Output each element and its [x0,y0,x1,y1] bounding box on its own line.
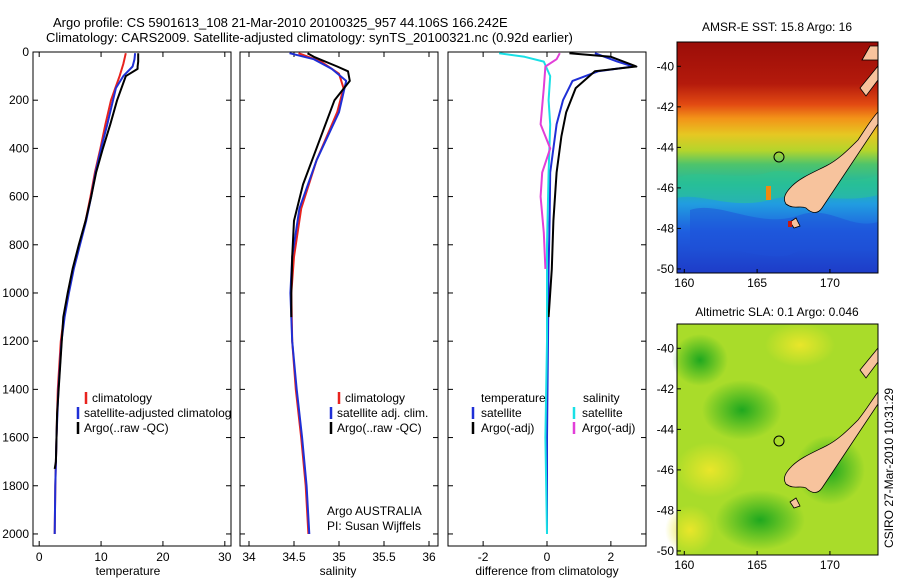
csiro-watermark: CSIRO 27-Mar-2010 10:31:29 [882,388,896,548]
xtick-label: 36 [422,550,436,564]
ytick-label: 600 [9,190,29,204]
map-xtick-label: 160 [674,558,694,572]
legend-sal-argo: Argo(..raw -QC) [337,421,422,435]
xtick-label: 35 [332,550,346,564]
map-ytick-label: -42 [657,100,675,114]
xtick-label: 35.5 [372,550,396,564]
xtick-label: 20 [156,550,170,564]
temperature-xlabel: temperature [96,564,161,578]
map-xtick-label: 165 [747,558,767,572]
ytick-label: 400 [9,141,29,155]
xtick-label: -2 [478,550,489,564]
difference-panel: -2 0 2 difference from climatology tempera… [447,51,647,578]
xtick-label: 34 [242,550,256,564]
map-xtick-label: 170 [820,276,840,290]
map-xtick-label: 160 [674,276,694,290]
ytick-label: 0 [22,45,29,59]
map-ytick-label: -48 [657,221,675,235]
figure-title-line2: Climatology: CARS2009. Satellite-adjuste… [46,30,573,45]
map-ytick-label: -44 [657,140,675,154]
map-ytick-label: -46 [657,181,675,195]
series-line-satellite-adj-clim- [289,52,348,535]
legend-diff-temp-argo: Argo(-adj) [481,421,534,435]
xtick-label: 0 [36,550,43,564]
figure-title-line1: Argo profile: CS 5901613_108 21-Mar-2010… [53,15,508,30]
xtick-label: 0 [544,550,551,564]
salinity-panel: 34 34.5 35 35.5 36 salinity climatology sate… [239,51,439,578]
sla-argo-location [773,435,785,447]
legend-diff-sal-argo: Argo(-adj) [582,421,635,435]
legend-sal-climatology: climatology [345,391,405,405]
ytick-label: 1000 [2,286,29,300]
ytick-label: 2000 [2,527,29,541]
ytick-label: 1600 [2,431,29,445]
salinity-xlabel: salinity [320,564,357,578]
salinity-legend: climatology satellite adj. clim. Argo(..… [329,391,428,435]
map-ytick-label: -48 [657,503,675,517]
difference-legend: temperature satellite Argo(-adj) salinit… [471,391,635,435]
legend-diff-temp-satellite: satellite [481,406,522,420]
ytick-label: 1800 [2,479,29,493]
legend-sal-satellite: satellite adj. clim. [337,406,428,420]
map-ytick-label: -40 [657,341,675,355]
map-ytick-label: -42 [657,382,675,396]
sla-map-title: Altimetric SLA: 0.1 Argo: 0.046 [695,305,859,319]
series-line-salinity-argo-adj- [539,52,561,269]
difference-xlabel: difference from climatology [475,564,618,578]
sla-map: Altimetric SLA: 0.1 Argo: 0.046 160 165 17… [657,305,879,572]
xtick-label: 30 [218,550,232,564]
series-line-argo-raw-qc- [53,53,140,470]
map-ytick-label: -46 [657,463,675,477]
map-ytick-label: -50 [657,262,675,276]
legend-climatology: climatology [92,391,152,405]
xtick-label: 10 [94,550,108,564]
legend-diff-sal-satellite: satellite [582,406,623,420]
ytick-label: 200 [9,93,29,107]
ytick-label: 800 [9,238,29,252]
xtick-label: 2 [608,550,615,564]
temperature-panel: 0 10 20 30 0 200 400 600 800 1000 1200 1400 1600 1800… [2,45,237,578]
argo-australia-label: Argo AUSTRALIA [327,504,422,518]
map-xtick-label: 165 [747,276,767,290]
legend-satellite-adjusted: satellite-adjusted climatology [84,406,237,420]
map-ytick-label: -40 [657,59,675,73]
sst-map: AMSR-E SST: 15.8 Argo: 16 160 165 170 -40 -4… [657,20,879,290]
legend-group-temperature: temperature [481,391,546,405]
series-line-salinity-satellite [498,52,552,535]
ytick-label: 1400 [2,382,29,396]
sst-map-title: AMSR-E SST: 15.8 Argo: 16 [702,20,852,34]
legend-group-salinity: salinity [583,391,620,405]
sla-land-mass [784,330,879,493]
sst-argo-location [773,151,785,163]
temperature-legend: climatology satellite-adjusted climatolo… [76,391,237,435]
series-line-temperature-argo-adj- [547,52,638,318]
pi-label: PI: Susan Wijffels [327,519,421,533]
xtick-label: 34.5 [282,550,306,564]
series-line-argo-raw-qc- [290,52,351,318]
legend-argo: Argo(..raw -QC) [84,421,169,435]
map-xtick-label: 170 [820,558,840,572]
map-ytick-label: -44 [657,422,675,436]
map-ytick-label: -50 [657,544,675,558]
ytick-label: 1200 [2,334,29,348]
